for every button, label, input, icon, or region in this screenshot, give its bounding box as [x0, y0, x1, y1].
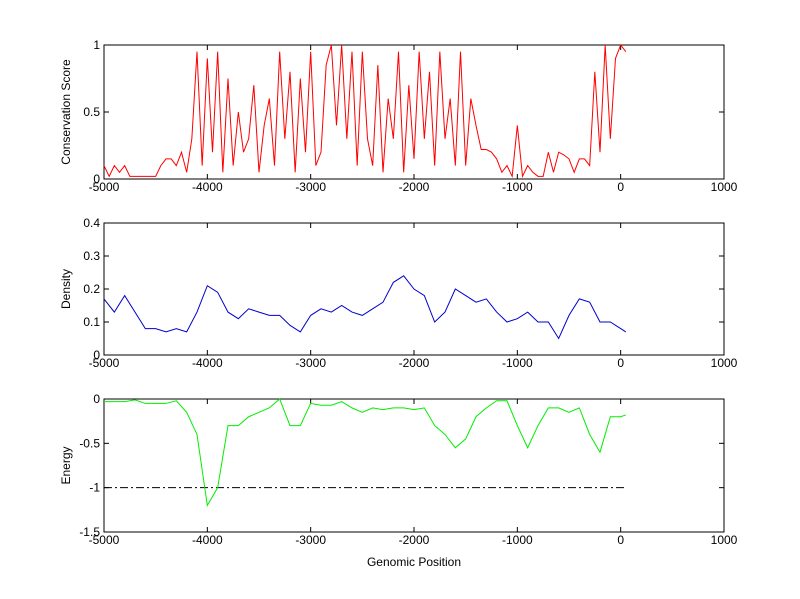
- x-tick-label: -2000: [399, 356, 430, 370]
- x-tick-label: -2000: [399, 180, 430, 194]
- y-tick-label: 0: [93, 392, 100, 406]
- x-tick-label: -5000: [89, 533, 120, 547]
- x-tick-label: -1000: [502, 533, 533, 547]
- x-tick-label: -4000: [192, 180, 223, 194]
- y-tick-label: 0: [93, 172, 100, 186]
- x-tick-label: 1000: [711, 180, 738, 194]
- y-tick-label: 0: [93, 348, 100, 362]
- x-tick-label: -4000: [192, 533, 223, 547]
- x-tick-label: -4000: [192, 356, 223, 370]
- y-axis-label: Conservation Score: [59, 59, 73, 165]
- y-tick-label: 0.4: [83, 216, 100, 230]
- y-tick-label: -0.5: [79, 436, 100, 450]
- y-tick-label: 0.1: [83, 315, 100, 329]
- x-tick-label: -3000: [295, 356, 326, 370]
- x-tick-label: 1000: [711, 356, 738, 370]
- data-line: [103, 275, 627, 340]
- y-axis-label: Energy: [59, 446, 73, 484]
- y-tick-label: 1: [93, 38, 100, 52]
- x-tick-label: 0: [617, 533, 624, 547]
- x-tick-label: -1000: [502, 180, 533, 194]
- plot-area: [103, 398, 725, 533]
- x-tick-label: 1000: [711, 533, 738, 547]
- y-tick-label: -1.5: [79, 525, 100, 539]
- y-tick-label: 0.3: [83, 249, 100, 263]
- x-tick-label: 0: [617, 356, 624, 370]
- y-tick-label: 0.5: [83, 105, 100, 119]
- x-tick-label: -2000: [399, 533, 430, 547]
- x-axis-label: Genomic Position: [367, 555, 461, 569]
- data-line: [103, 43, 627, 179]
- x-tick-label: -3000: [295, 180, 326, 194]
- x-tick-label: -5000: [89, 180, 120, 194]
- x-tick-label: -5000: [89, 356, 120, 370]
- x-tick-label: 0: [617, 180, 624, 194]
- y-tick-label: -1: [89, 481, 100, 495]
- x-tick-label: -1000: [502, 356, 533, 370]
- y-axis-label: Density: [59, 269, 73, 309]
- data-line: [104, 398, 626, 507]
- x-tick-label: -3000: [295, 533, 326, 547]
- y-tick-label: 0.2: [83, 282, 100, 296]
